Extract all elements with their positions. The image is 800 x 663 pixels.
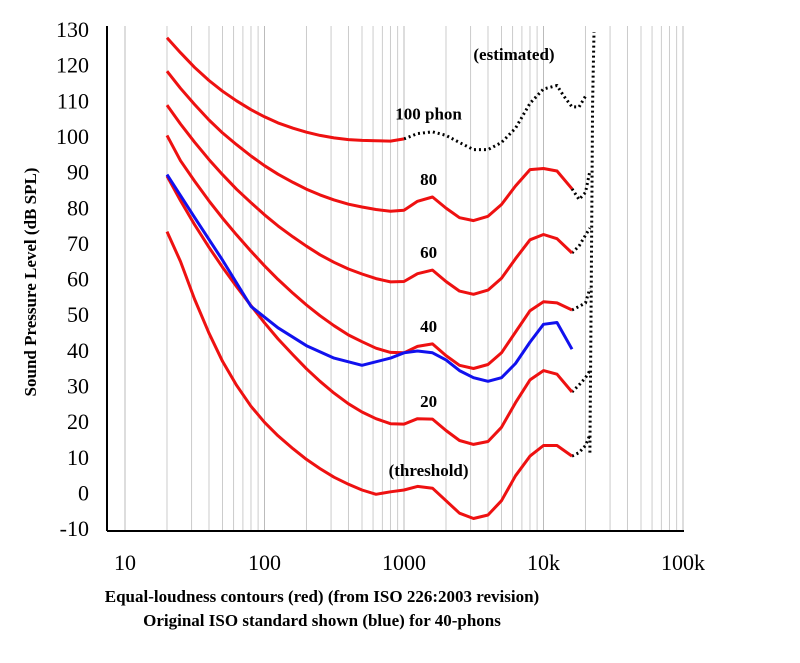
- contour-line: [165, 173, 574, 383]
- y-tick-label: 100: [56, 124, 89, 149]
- estimated-line: [570, 369, 592, 394]
- contour-line: [165, 230, 573, 520]
- contour-line: [588, 31, 596, 453]
- y-tick-label: 40: [67, 338, 89, 363]
- contour-label: 20: [420, 392, 437, 411]
- y-tick-label: 130: [56, 17, 89, 42]
- y-tick-label: 110: [57, 88, 89, 113]
- plot: [165, 31, 596, 520]
- annotation: (estimated): [473, 45, 554, 64]
- estimated-line: [403, 84, 587, 152]
- y-tick-label: 70: [67, 231, 89, 256]
- estimated-line: [571, 288, 592, 312]
- estimated-line: [570, 170, 592, 201]
- y-tick-label: 20: [67, 409, 89, 434]
- x-tick-label: 100k: [661, 550, 705, 575]
- contour-label: 60: [420, 243, 437, 262]
- estimated-line: [570, 227, 592, 255]
- x-axis-label: Original ISO standard shown (blue) for 4…: [143, 611, 501, 630]
- contour-line: [165, 134, 573, 370]
- y-tick-label: 0: [78, 480, 89, 505]
- y-tick-label: 10: [67, 445, 89, 470]
- x-tick-label: 10k: [527, 550, 560, 575]
- grid: [124, 26, 684, 531]
- x-axis-label: Equal-loudness contours (red) (from ISO …: [105, 587, 539, 606]
- x-tick-label: 100: [248, 550, 281, 575]
- contour-label: 80: [420, 170, 437, 189]
- y-tick-label: 90: [67, 160, 89, 185]
- y-tick-label: 60: [67, 267, 89, 292]
- y-tick-label: 50: [67, 302, 89, 327]
- contour-label: (threshold): [389, 461, 469, 480]
- y-tick-label: 80: [67, 195, 89, 220]
- contour-line: [165, 175, 574, 446]
- contour-line: [165, 104, 574, 296]
- contour-line: [165, 36, 405, 143]
- y-tick-label: 120: [56, 53, 89, 78]
- x-tick-label: 1000: [382, 550, 426, 575]
- x-tick-label: 10: [114, 550, 136, 575]
- contour-label: 100 phon: [395, 105, 462, 124]
- estimated-line: [571, 434, 592, 458]
- contour-line: [165, 70, 574, 223]
- contour-label: 40: [420, 317, 437, 336]
- y-axis-label: Sound Pressure Level (dB SPL): [21, 168, 40, 397]
- y-tick-label: -10: [60, 516, 89, 541]
- y-tick-label: 30: [67, 373, 89, 398]
